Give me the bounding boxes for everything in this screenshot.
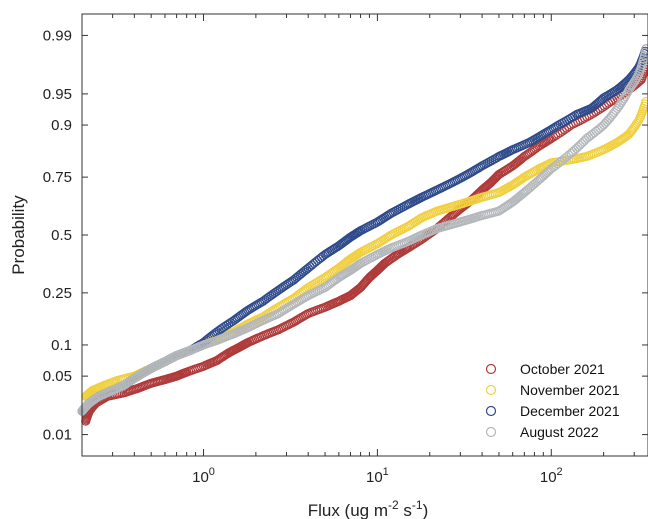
data-point: [328, 267, 338, 277]
data-point: [320, 283, 330, 293]
data-point: [121, 379, 131, 389]
data-point: [620, 92, 630, 102]
data-point: [238, 308, 248, 319]
data-point: [627, 125, 637, 135]
y-tick-label: 0.01: [43, 427, 72, 444]
data-point: [320, 272, 330, 283]
x-tick-label: 101: [366, 466, 389, 486]
y-tick-label: 0.75: [43, 169, 72, 186]
data-point: [639, 101, 648, 111]
data-point: [325, 269, 335, 279]
y-tick-label: 0.25: [43, 285, 72, 302]
data-point: [119, 380, 129, 390]
x-axis-label: Flux (ug m-2 s-1): [308, 498, 429, 519]
series-4: [77, 44, 648, 416]
y-tick-label: 0.5: [51, 227, 72, 244]
data-point: [599, 120, 609, 130]
y-tick-label: 0.95: [43, 86, 72, 103]
data-point: [326, 268, 336, 278]
x-tick-label: 100: [192, 466, 215, 486]
data-point: [240, 307, 250, 318]
data-point: [626, 126, 636, 136]
y-axis-label: Probability: [9, 195, 28, 275]
data-point: [232, 313, 242, 323]
data-point: [323, 280, 333, 290]
x-tick-label: 102: [540, 466, 563, 486]
data-point: [633, 71, 643, 81]
data-point: [231, 314, 241, 324]
legend-marker: [485, 426, 497, 438]
data-points: [77, 44, 648, 426]
data-point: [518, 153, 528, 163]
data-point: [235, 311, 245, 321]
y-tick-label: 0.99: [43, 27, 72, 44]
data-point: [641, 44, 648, 54]
y-tick-label: 0.9: [51, 117, 72, 134]
data-point: [640, 47, 648, 57]
data-point: [325, 279, 335, 289]
legend-marker: [485, 384, 497, 396]
legend-marker: [485, 405, 497, 417]
data-point: [640, 99, 648, 109]
legend-label: August 2022: [520, 424, 599, 440]
data-point: [625, 128, 635, 138]
data-point: [639, 51, 648, 61]
data-point: [619, 94, 629, 104]
x-axis-ticks: 100 101 102: [81, 14, 635, 486]
legend: October 2021 November 2021 December 2021 Au…: [485, 361, 620, 440]
data-point: [326, 278, 336, 288]
data-point: [641, 97, 648, 107]
data-point: [234, 312, 244, 322]
y-tick-label: 0.1: [51, 337, 72, 354]
data-point: [322, 281, 332, 291]
data-point: [322, 271, 332, 282]
series-1: [81, 54, 648, 426]
y-axis-ticks: 0.01 0.05 0.1 0.25 0.5 0.75 0.9 0.95 0.99: [43, 27, 648, 444]
data-point: [328, 277, 338, 287]
data-point: [323, 270, 333, 280]
legend-label: December 2021: [520, 403, 620, 419]
data-point: [237, 310, 247, 320]
legend-label: November 2021: [520, 382, 620, 398]
legend-label: October 2021: [520, 361, 605, 377]
y-tick-label: 0.05: [43, 368, 72, 385]
legend-marker: [485, 363, 497, 375]
data-point: [624, 84, 634, 95]
